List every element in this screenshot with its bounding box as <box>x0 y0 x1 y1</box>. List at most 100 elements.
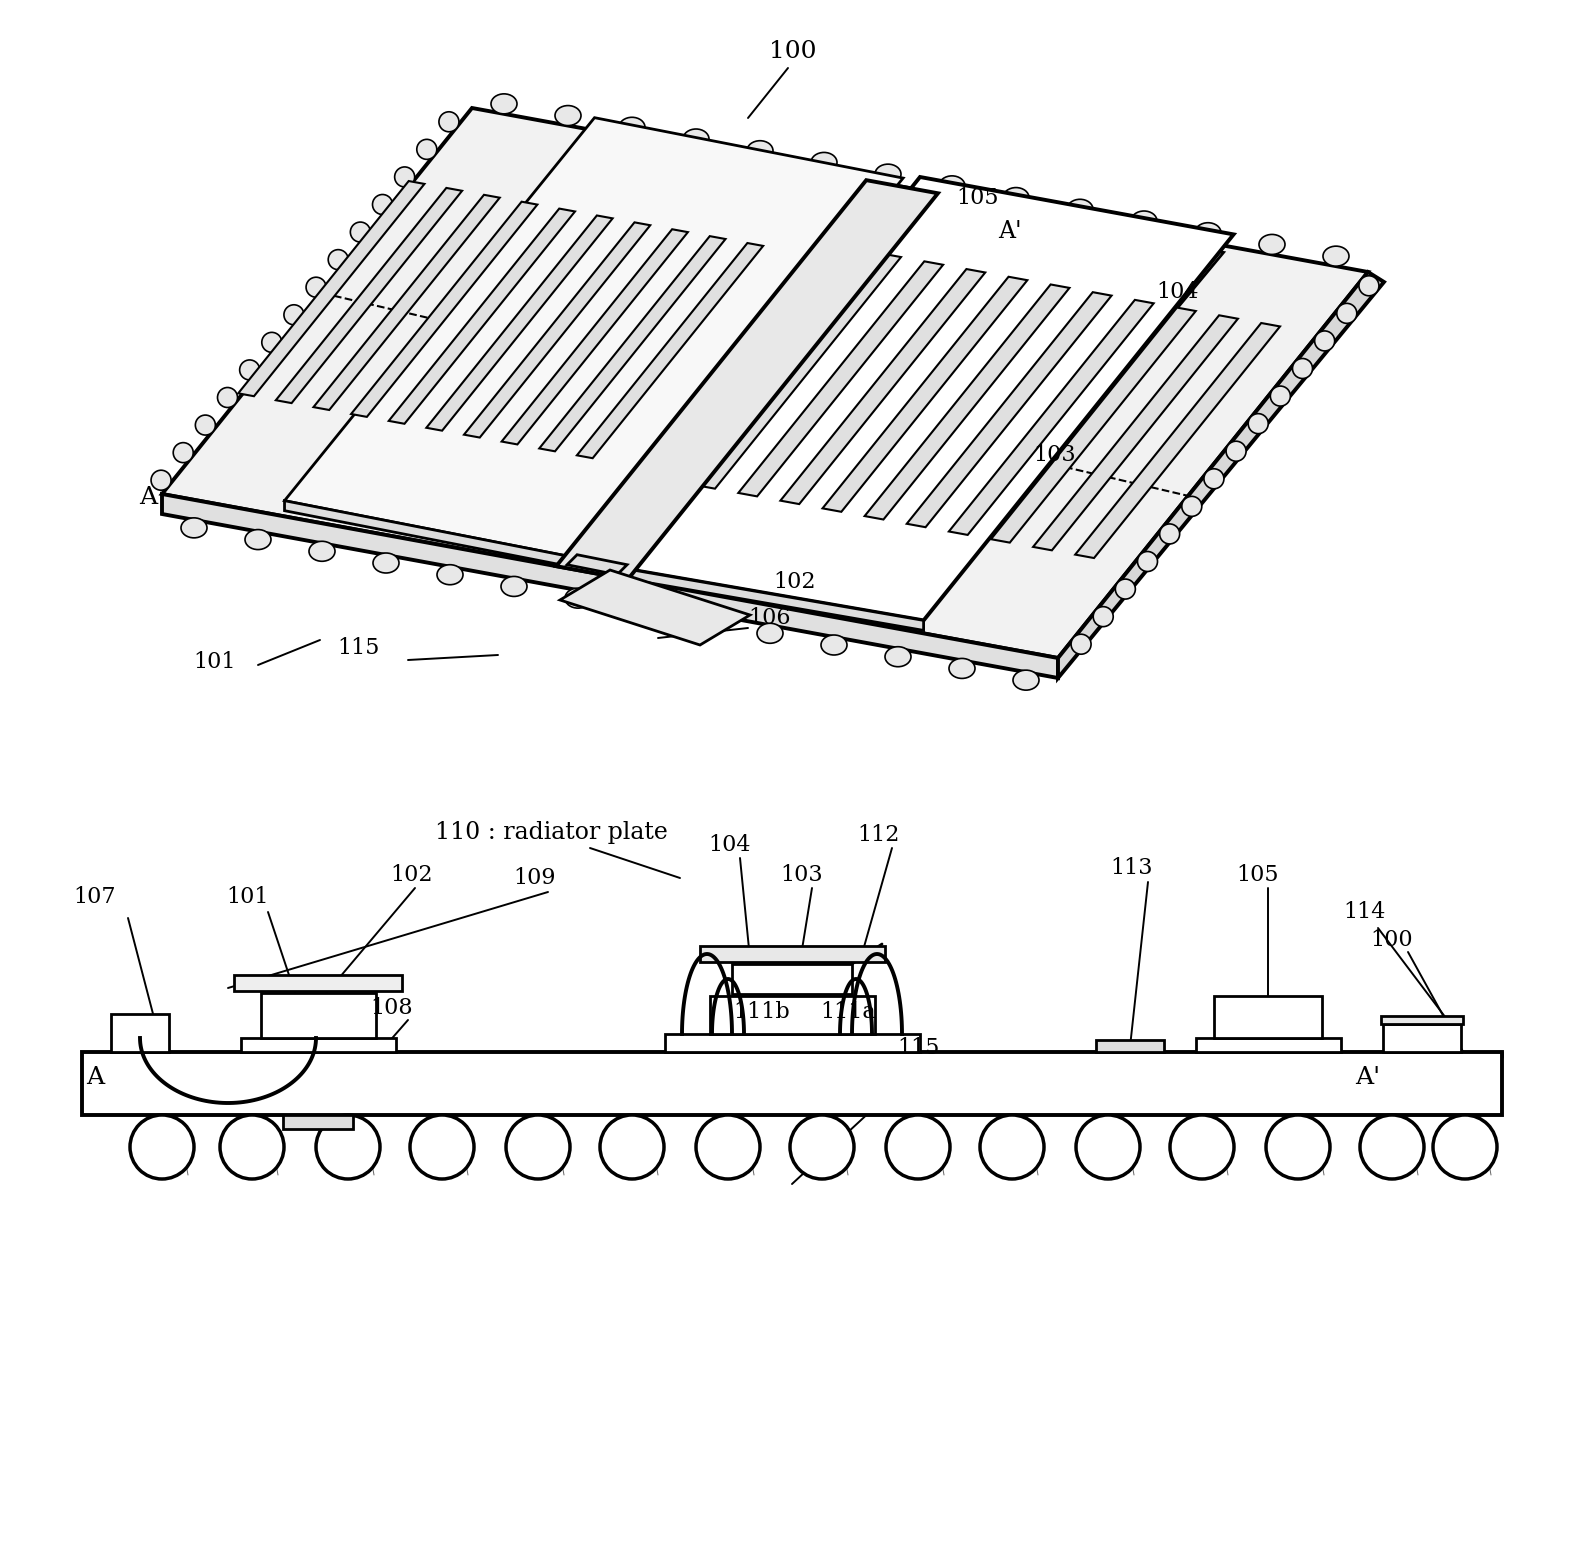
Polygon shape <box>560 570 750 645</box>
Text: 111b: 111b <box>734 1001 791 1023</box>
Bar <box>664 1033 921 1052</box>
Polygon shape <box>780 269 986 503</box>
Text: 104: 104 <box>1156 281 1199 303</box>
Ellipse shape <box>821 636 846 654</box>
Text: 106: 106 <box>748 608 791 629</box>
Polygon shape <box>557 180 938 580</box>
Polygon shape <box>990 308 1196 542</box>
Ellipse shape <box>979 1116 1044 1179</box>
Ellipse shape <box>501 577 527 597</box>
Text: 100: 100 <box>769 40 816 64</box>
Polygon shape <box>1058 272 1384 678</box>
Polygon shape <box>615 194 1223 625</box>
Ellipse shape <box>1066 199 1093 219</box>
Text: 105: 105 <box>957 186 1000 208</box>
Ellipse shape <box>217 387 237 407</box>
Polygon shape <box>464 222 650 438</box>
Ellipse shape <box>195 415 215 435</box>
Ellipse shape <box>437 564 464 584</box>
Ellipse shape <box>316 1116 380 1179</box>
Text: 107: 107 <box>74 886 115 908</box>
Ellipse shape <box>394 166 414 186</box>
Ellipse shape <box>1259 235 1285 255</box>
Text: 102: 102 <box>774 570 816 594</box>
Bar <box>1213 996 1323 1038</box>
Bar <box>1096 1040 1164 1052</box>
Ellipse shape <box>949 659 975 679</box>
Ellipse shape <box>130 1116 195 1179</box>
Polygon shape <box>865 284 1069 519</box>
Ellipse shape <box>630 600 655 620</box>
Bar <box>240 1038 396 1052</box>
Ellipse shape <box>172 443 193 463</box>
Polygon shape <box>739 261 943 496</box>
Ellipse shape <box>1076 1116 1141 1179</box>
Ellipse shape <box>490 93 517 113</box>
Ellipse shape <box>438 112 459 132</box>
Ellipse shape <box>1003 188 1028 208</box>
Ellipse shape <box>283 305 304 325</box>
Polygon shape <box>389 208 574 424</box>
Ellipse shape <box>1270 385 1291 406</box>
Text: 104: 104 <box>709 834 751 856</box>
Polygon shape <box>1076 323 1280 558</box>
Text: 108: 108 <box>370 998 413 1019</box>
Ellipse shape <box>789 1116 854 1179</box>
Ellipse shape <box>239 361 259 379</box>
Text: A': A' <box>998 221 1022 244</box>
Ellipse shape <box>410 1116 475 1179</box>
Text: 102: 102 <box>391 864 433 886</box>
Polygon shape <box>906 292 1112 527</box>
Text: 111a: 111a <box>819 1001 876 1023</box>
Text: 101: 101 <box>193 651 236 673</box>
Ellipse shape <box>886 1116 951 1179</box>
Text: 103: 103 <box>1033 444 1076 466</box>
Ellipse shape <box>555 106 581 126</box>
Ellipse shape <box>683 129 709 149</box>
Ellipse shape <box>565 587 592 608</box>
Text: A: A <box>85 1066 104 1089</box>
Ellipse shape <box>327 250 348 270</box>
Polygon shape <box>949 300 1153 535</box>
Bar <box>283 1116 353 1130</box>
Ellipse shape <box>506 1116 570 1179</box>
Ellipse shape <box>1182 496 1202 516</box>
Ellipse shape <box>1433 1116 1497 1179</box>
Ellipse shape <box>884 646 911 667</box>
Polygon shape <box>427 216 612 430</box>
Ellipse shape <box>1131 211 1156 232</box>
Bar <box>261 993 377 1038</box>
Polygon shape <box>611 177 1234 620</box>
Ellipse shape <box>1093 606 1114 626</box>
Ellipse shape <box>940 176 965 196</box>
Polygon shape <box>351 202 538 416</box>
Ellipse shape <box>1361 1116 1424 1179</box>
Text: 115: 115 <box>337 637 380 659</box>
Text: 115: 115 <box>897 1037 940 1058</box>
Ellipse shape <box>373 553 399 573</box>
Text: 101: 101 <box>226 886 269 908</box>
Text: A: A <box>139 485 157 508</box>
Ellipse shape <box>619 117 645 137</box>
Ellipse shape <box>308 541 335 561</box>
Text: 110 : radiator plate: 110 : radiator plate <box>435 821 668 844</box>
Ellipse shape <box>1226 441 1247 462</box>
Bar <box>699 946 884 962</box>
Ellipse shape <box>812 152 837 172</box>
Ellipse shape <box>305 277 326 297</box>
Ellipse shape <box>1292 359 1313 379</box>
Polygon shape <box>823 277 1027 511</box>
Ellipse shape <box>1315 331 1335 351</box>
Polygon shape <box>294 132 899 566</box>
Ellipse shape <box>696 1116 759 1179</box>
Ellipse shape <box>1323 246 1349 266</box>
Ellipse shape <box>261 333 282 353</box>
Ellipse shape <box>1012 670 1039 690</box>
Polygon shape <box>161 107 1368 657</box>
Ellipse shape <box>1204 469 1224 490</box>
Ellipse shape <box>1160 524 1180 544</box>
Bar <box>1381 1016 1463 1024</box>
Text: 103: 103 <box>780 864 823 886</box>
Polygon shape <box>539 236 726 451</box>
Ellipse shape <box>875 165 902 183</box>
